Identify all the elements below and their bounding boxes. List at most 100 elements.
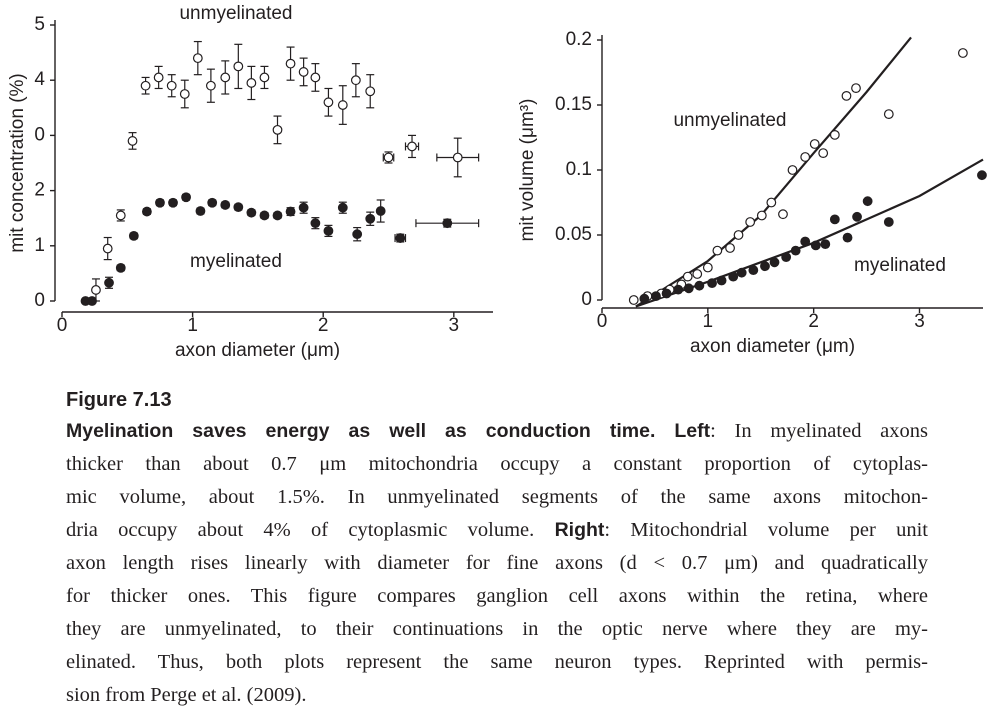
point xyxy=(639,293,650,304)
point xyxy=(115,210,126,221)
point xyxy=(745,217,756,227)
point xyxy=(733,230,744,240)
x-axis-label: axon diameter (μm) xyxy=(690,336,855,357)
point xyxy=(725,243,735,253)
caption-line: they are unmyelinated, to their continua… xyxy=(66,613,928,646)
y-tick-label: 0.2 xyxy=(566,29,592,50)
y-tick-label: 0.1 xyxy=(566,159,592,180)
point xyxy=(829,129,840,140)
caption-bold-text: Myelination saves energy as well as cond… xyxy=(66,420,711,442)
point xyxy=(383,152,394,163)
point xyxy=(787,165,798,175)
series xyxy=(91,40,480,302)
point xyxy=(778,209,788,220)
point xyxy=(323,97,334,108)
y-axis-label: mit concentration (%) xyxy=(7,73,28,253)
point xyxy=(769,257,780,268)
point xyxy=(128,230,139,241)
point xyxy=(852,211,862,222)
caption-line: dria occupy about 4% of cytoplasmic volu… xyxy=(66,514,928,547)
caption-text: : Mitochondrial volume per unit xyxy=(604,519,928,541)
point xyxy=(736,267,747,278)
point xyxy=(195,206,206,216)
point xyxy=(790,245,801,256)
series-label: myelinated xyxy=(190,251,282,272)
point xyxy=(977,170,987,181)
point xyxy=(365,213,376,224)
x-tick-label: 3 xyxy=(449,315,460,336)
point xyxy=(352,229,363,240)
point xyxy=(102,243,113,254)
caption-text: mic volume, about 1.5%. In unmyelinated … xyxy=(66,486,928,508)
caption-line: elinated. Thus, both plots represent the… xyxy=(66,646,928,679)
y-tick-label: 0 xyxy=(34,290,45,311)
caption-line: mic volume, about 1.5%. In unmyelinated … xyxy=(66,481,928,514)
point xyxy=(442,218,453,229)
point xyxy=(818,148,829,159)
caption-text: axon length rises linearly with diameter… xyxy=(66,552,928,574)
y-tick-label: 0 xyxy=(34,124,45,145)
series xyxy=(80,192,480,306)
point xyxy=(272,124,283,135)
point xyxy=(851,83,861,93)
caption-text: elinated. Thus, both plots represent the… xyxy=(66,651,928,673)
point xyxy=(207,197,218,208)
point xyxy=(883,109,894,119)
point xyxy=(766,197,777,208)
point xyxy=(702,262,713,273)
point xyxy=(651,291,661,302)
caption-text: thicker than about 0.7 μm mitochondria o… xyxy=(66,453,928,475)
caption-text: they are unmyelinated, to their continua… xyxy=(66,618,928,640)
point xyxy=(246,207,257,218)
point xyxy=(842,232,853,243)
point xyxy=(407,141,417,152)
x-tick-label: 2 xyxy=(808,311,819,332)
point xyxy=(91,285,101,295)
point xyxy=(205,80,216,91)
x-axis-label: axon diameter (μm) xyxy=(175,340,340,361)
point xyxy=(337,202,348,213)
point xyxy=(707,278,717,289)
caption-text: dria occupy about 4% of cytoplasmic volu… xyxy=(66,519,555,541)
figure-label: Figure 7.13 xyxy=(66,389,172,411)
point xyxy=(883,217,894,227)
point xyxy=(233,61,244,72)
caption-text: sion from Perge et al. (2009). xyxy=(66,684,307,706)
point xyxy=(800,236,811,247)
point xyxy=(682,271,693,282)
series-label: unmyelinated xyxy=(179,3,292,24)
point xyxy=(694,280,705,291)
point xyxy=(350,75,361,86)
x-tick-label: 0 xyxy=(597,311,608,332)
point xyxy=(168,197,178,208)
point xyxy=(140,80,151,91)
point xyxy=(661,288,672,299)
point xyxy=(673,284,684,295)
fit-line xyxy=(635,36,912,308)
caption: Figure 7.13 Myelination saves energy as … xyxy=(66,385,928,712)
y-axis-label: mit volume (μm³) xyxy=(517,99,538,242)
series-label: unmyelinated xyxy=(673,110,786,131)
point xyxy=(166,80,177,91)
point xyxy=(179,89,190,99)
point xyxy=(810,240,821,251)
x-tick-label: 3 xyxy=(914,311,925,332)
point xyxy=(716,275,727,286)
point xyxy=(298,67,309,77)
point xyxy=(781,252,792,263)
caption-text: for thicker ones. This figure compares g… xyxy=(66,585,928,607)
point xyxy=(712,245,723,256)
x-tick-label: 1 xyxy=(703,311,714,332)
point xyxy=(115,262,126,273)
point xyxy=(192,53,203,64)
point xyxy=(375,206,386,216)
point xyxy=(104,277,114,288)
y-tick-label: 5 xyxy=(34,14,45,35)
y-tick-label: 1 xyxy=(34,235,45,256)
point xyxy=(395,233,406,243)
point xyxy=(957,48,968,58)
point xyxy=(756,210,767,221)
x-tick-label: 2 xyxy=(318,315,329,336)
y-tick-label: 0 xyxy=(581,289,592,310)
